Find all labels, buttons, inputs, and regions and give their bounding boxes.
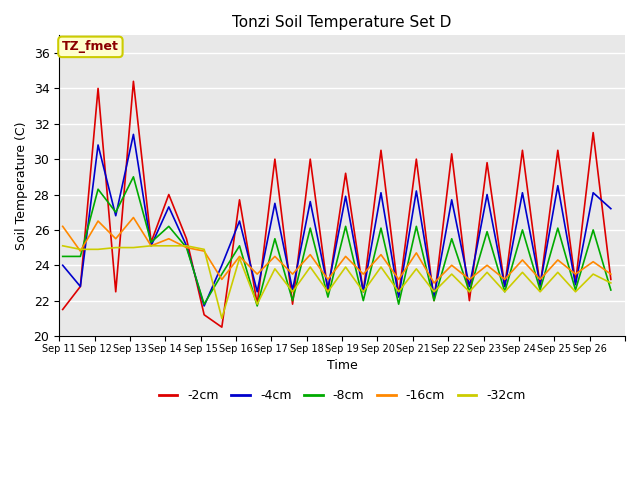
- X-axis label: Time: Time: [326, 359, 358, 372]
- Y-axis label: Soil Temperature (C): Soil Temperature (C): [15, 121, 28, 250]
- Title: Tonzi Soil Temperature Set D: Tonzi Soil Temperature Set D: [232, 15, 452, 30]
- Legend: -2cm, -4cm, -8cm, -16cm, -32cm: -2cm, -4cm, -8cm, -16cm, -32cm: [154, 384, 531, 408]
- Text: TZ_fmet: TZ_fmet: [62, 40, 119, 53]
